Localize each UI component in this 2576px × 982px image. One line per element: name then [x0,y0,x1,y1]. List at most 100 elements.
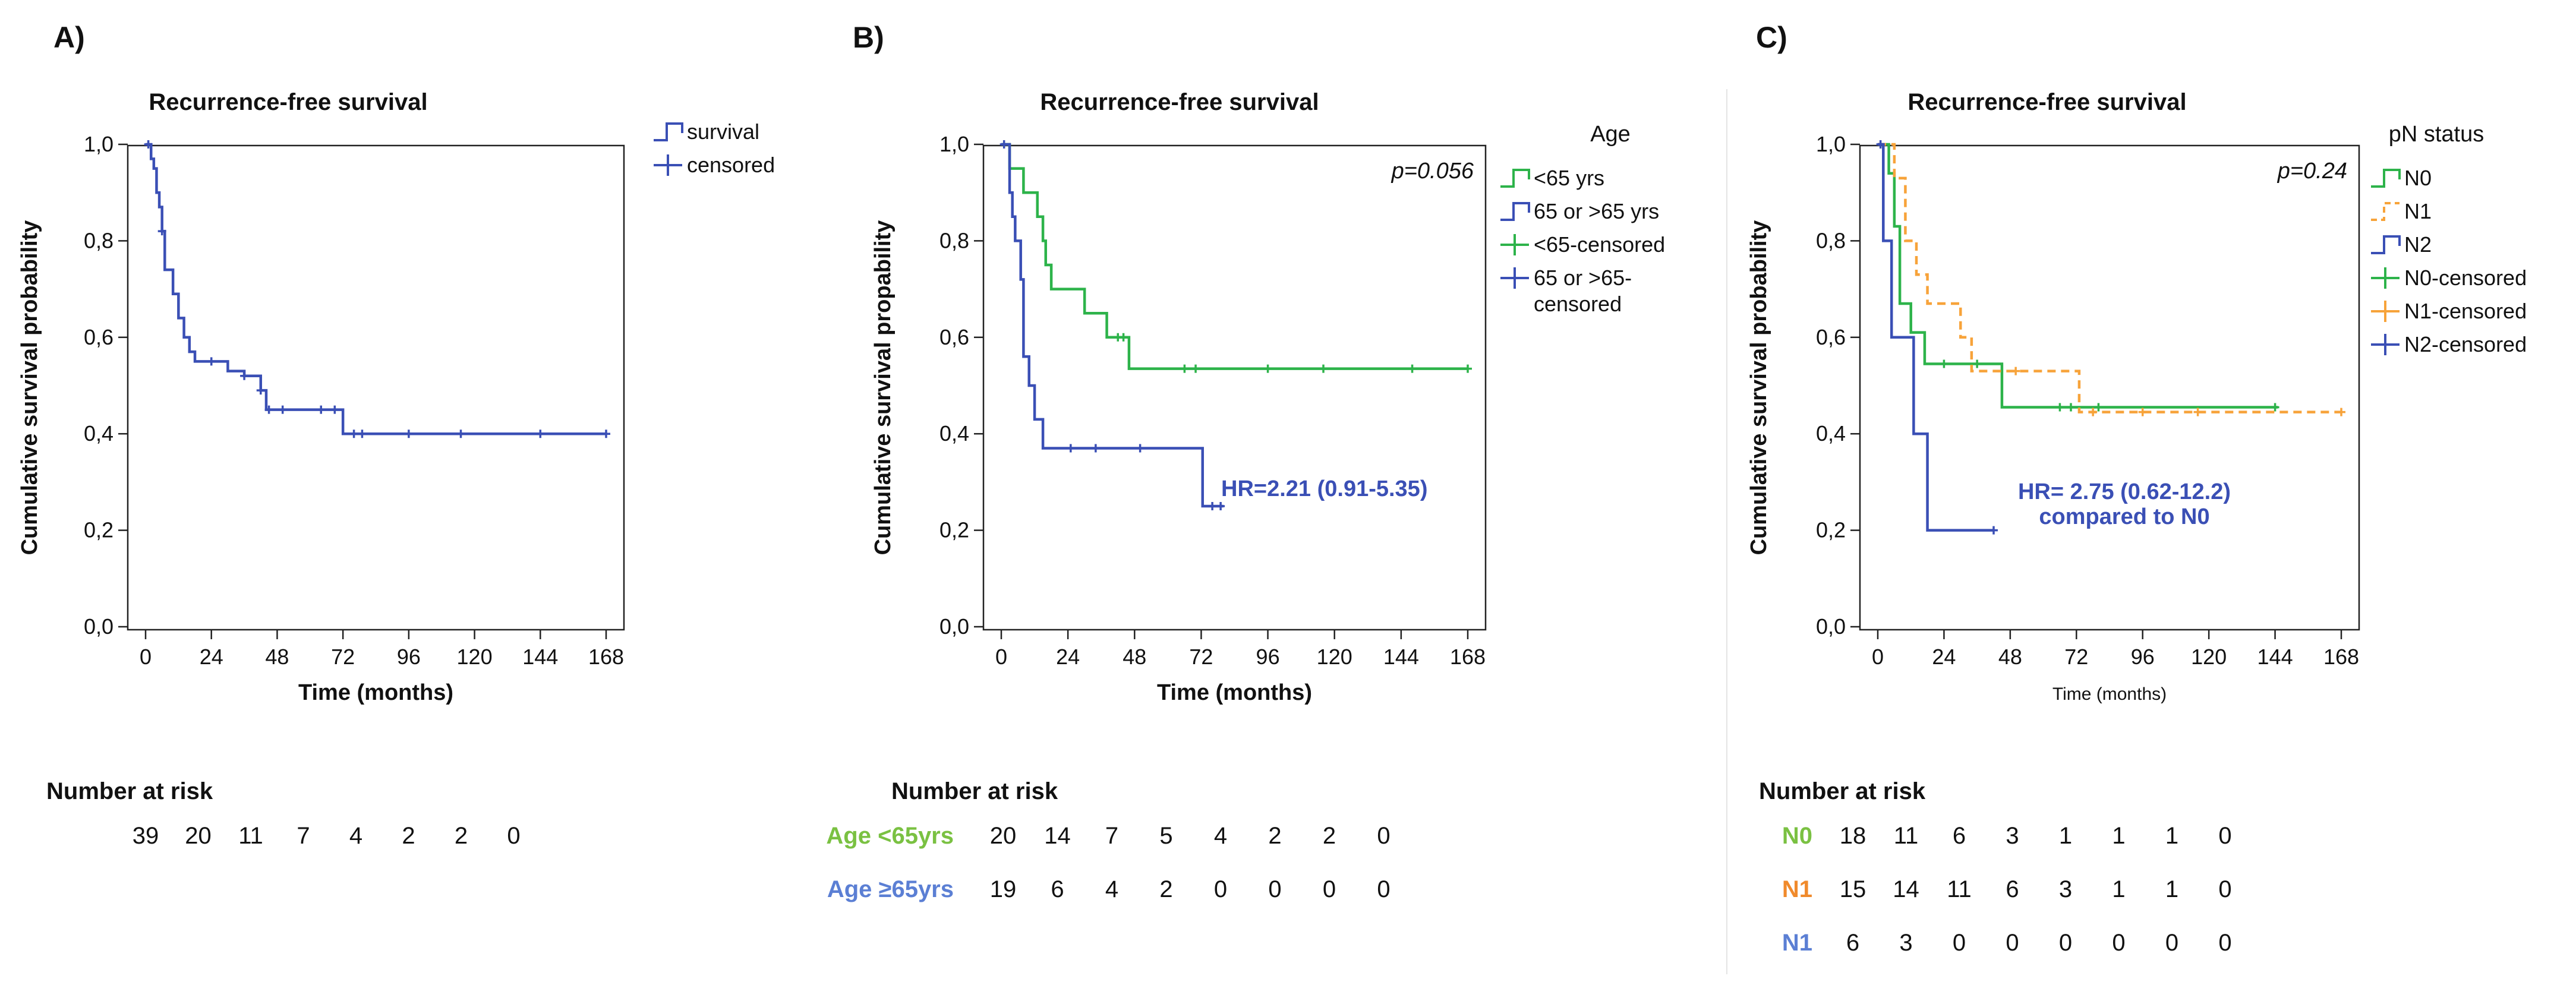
x-axis-label: Time (months) [298,680,453,705]
plot-frame [127,144,625,631]
legend-swatch-step [2371,235,2401,254]
hazard-ratio-text: HR=2.21 (0.91-5.35) [1221,476,1427,501]
censor-mark [157,227,166,236]
risk-value: 18 [1840,823,1866,849]
risk-row-label: Age <65yrs [826,823,954,849]
risk-value: 2 [1268,823,1281,849]
censor-mark [1216,502,1225,510]
risk-value: 14 [1893,876,1919,902]
censor-mark [207,357,216,366]
risk-table-title: Number at risk [891,778,1058,804]
x-tick-label: 72 [1189,645,1213,669]
risk-value: 19 [990,876,1017,902]
x-axis-label: Time (months) [1157,680,1312,705]
risk-value: 1 [2112,823,2125,849]
censor-mark [358,430,367,438]
censor-mark [256,386,265,395]
y-tick-label: 0,2 [84,518,113,542]
risk-value: 11 [238,823,263,849]
panel-label: C) [1756,21,1787,54]
y-tick-label: 0,4 [84,421,113,446]
p-value-annotation: p=0.056 [1391,159,1474,184]
hazard-ratio-text: HR= 2.75 (0.62-12.2) [2018,479,2231,504]
risk-value: 4 [1105,876,1118,902]
x-tick-label: 96 [397,645,421,669]
y-axis-label: Cumulative survival probability [1746,220,1771,555]
x-tick-label: 0 [1872,645,1884,669]
legend-label: censored [687,153,775,177]
censor-mark [317,405,326,414]
y-axis-label: Cumulative survival propability [871,220,896,555]
series-line-survival [146,143,606,435]
censor-mark [2089,408,2098,416]
censor-mark [2193,408,2202,416]
risk-value: 6 [2006,876,2019,902]
x-tick-label: 72 [2064,645,2088,669]
risk-value: 2 [1159,876,1172,902]
censor-mark [1876,140,1885,149]
y-tick-label: 0,8 [84,228,113,252]
risk-value: 4 [1214,823,1227,849]
x-tick-label: 168 [588,645,624,669]
hazard-ratio-subtext: compared to N0 [2039,504,2209,529]
x-tick-label: 144 [1383,645,1419,669]
censor-mark [2055,403,2064,412]
risk-value: 11 [1947,876,1972,902]
y-tick-label: 1,0 [84,132,113,156]
legend-label: N2-censored [2404,332,2527,356]
y-tick-label: 0,8 [939,228,969,252]
risk-row-label: N0 [1782,823,1812,849]
x-tick-label: 96 [2131,645,2155,669]
y-tick-label: 0,4 [1816,421,1846,446]
x-tick-label: 48 [1998,645,2022,669]
plot-frame [982,144,1487,631]
series-line-65-or-65-yrs [1001,143,1224,508]
censor-mark [1136,444,1144,453]
risk-value: 3 [1899,930,1912,956]
y-tick-label: 0,6 [84,325,113,349]
censor-mark [1191,364,1200,373]
legend-swatch-step [2371,169,2401,188]
risk-value: 0 [2006,930,2019,956]
censor-mark [602,430,610,438]
censor-mark [1066,444,1075,453]
chart-title: Recurrence-free survival [1040,89,1319,115]
series-line-n1 [1878,143,2341,413]
censor-mark [999,140,1008,149]
risk-value: 0 [1953,930,1966,956]
legend-title: Age [1590,122,1631,147]
risk-value: 39 [133,823,159,849]
y-axis-label: Cumulative survival probability [17,220,42,555]
censor-mark [1940,359,1948,368]
y-tick-label: 0,0 [939,614,969,639]
legend-label: <65-censored [1534,232,1665,257]
risk-value: 0 [1214,876,1227,902]
risk-value: 4 [349,823,362,849]
x-tick-label: 24 [1056,645,1080,669]
censor-mark [536,430,545,438]
legend-swatch-plus [654,154,682,176]
censor-mark [144,140,153,149]
censor-mark [1973,359,1982,368]
legend-swatch-step [1500,169,1530,188]
risk-value: 14 [1044,823,1071,849]
y-tick-label: 0,2 [939,518,969,542]
risk-value: 7 [1105,823,1118,849]
panel-separator [1726,89,1727,974]
y-tick-label: 0,0 [1816,614,1846,639]
censor-mark [404,430,413,438]
x-tick-label: 168 [2323,645,2359,669]
chart-panel-3: C) Recurrence-free survival 0,0 0,2 0,4 0,6 0,… [1746,21,2527,956]
x-axis-label: Time (months) [2052,684,2167,704]
risk-value: 1 [2165,876,2178,902]
legend-title: pN status [2389,122,2484,147]
censor-mark [2094,403,2103,412]
risk-value: 0 [2112,930,2125,956]
risk-value: 0 [2059,930,2072,956]
x-tick-label: 72 [331,645,355,669]
censor-mark [1091,444,1100,453]
risk-value: 20 [990,823,1017,849]
plot-frame [1859,144,2360,631]
censor-mark [2067,403,2075,412]
